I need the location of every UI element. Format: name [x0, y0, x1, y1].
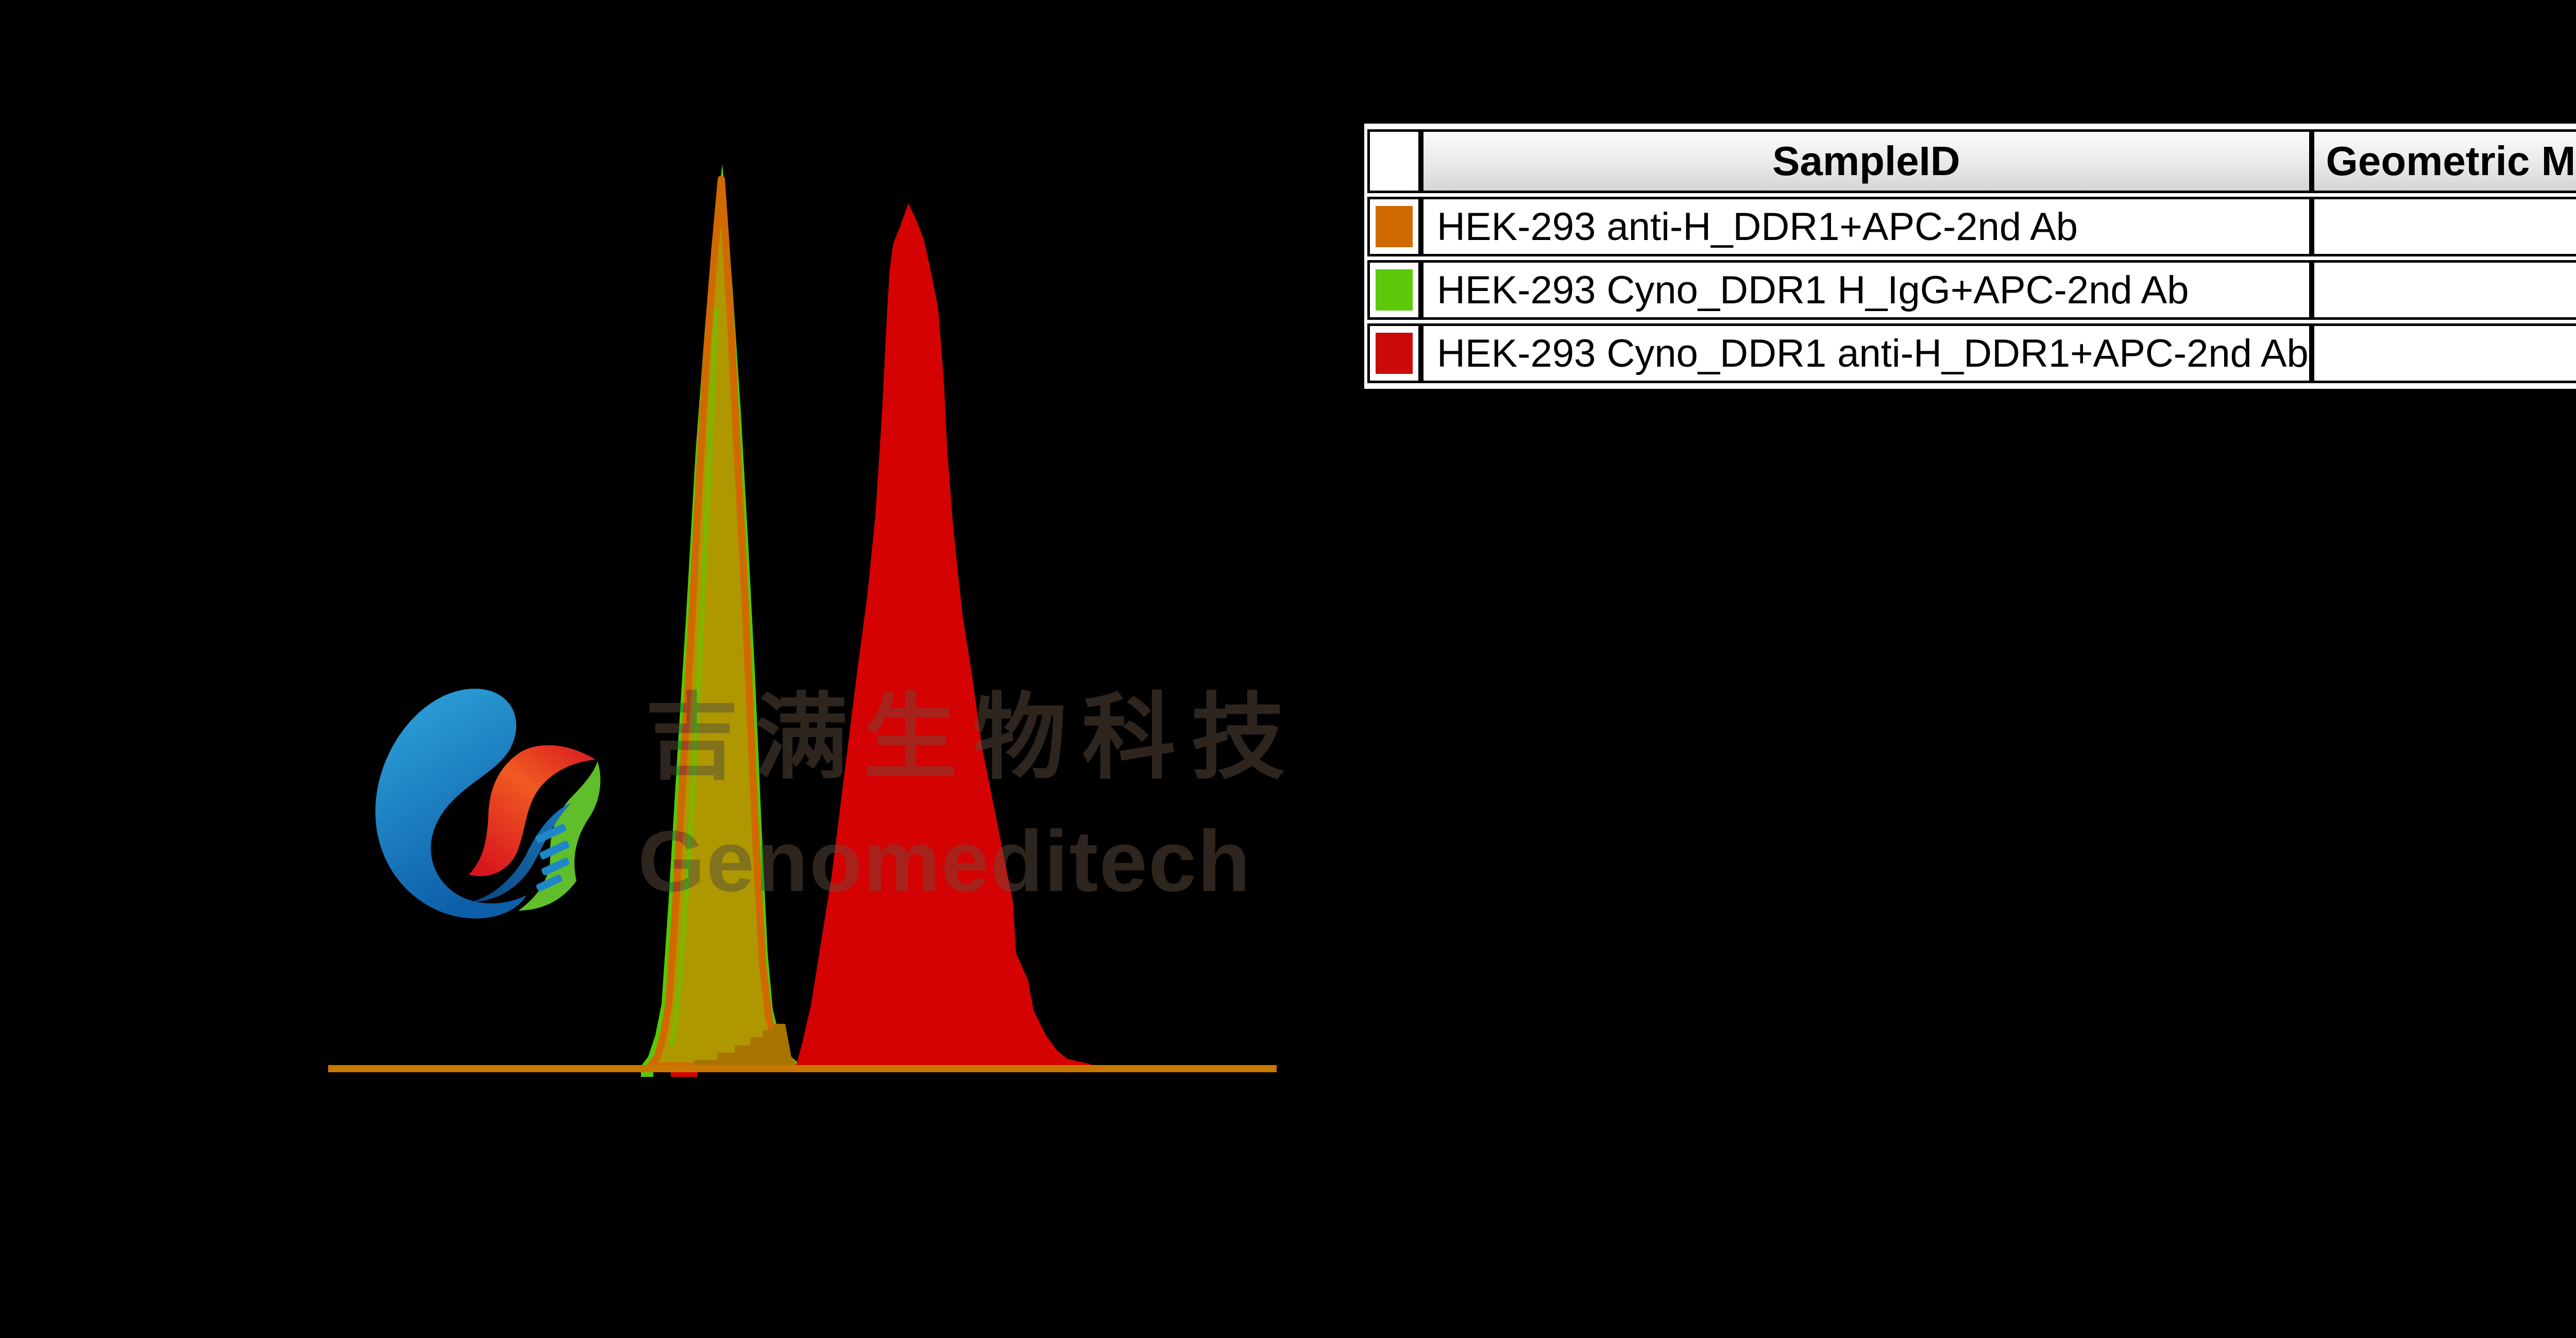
red-series-swatch [1376, 333, 1413, 374]
sample-id-cell: HEK-293 anti-H_DDR1+APC-2nd Ab [1421, 197, 2312, 256]
x-axis-line [328, 1065, 1277, 1072]
header-sample-id: SampleID [1421, 129, 2312, 193]
geometric-mean-cell: 873 [2311, 197, 2576, 256]
table-row: HEK-293 anti-H_DDR1+APC-2nd Ab 873 [1367, 197, 2576, 256]
swatch-cell [1367, 323, 1421, 383]
header-swatch-cell [1367, 129, 1421, 193]
orange-series-swatch [1376, 206, 1413, 247]
swatch-cell [1367, 260, 1421, 320]
red-foot-sliver [671, 1072, 698, 1077]
green-foot-sliver [641, 1072, 653, 1077]
table-header-row: SampleID Geometric Mean : FL11-H [1367, 129, 2576, 193]
statistics-table: SampleID Geometric Mean : FL11-H HEK-293… [1367, 126, 2576, 387]
red-tail-through-olive-steps [672, 1024, 798, 1066]
sample-id-cell: HEK-293 Cyno_DDR1 H_IgG+APC-2nd Ab [1421, 260, 2312, 320]
green-inner-edge [670, 308, 719, 1046]
orange-histogram [647, 176, 797, 1070]
statistics-table-wrap: SampleID Geometric Mean : FL11-H HEK-293… [1364, 124, 2576, 389]
geometric-mean-cell: 912 [2311, 260, 2576, 320]
geometric-mean-cell: 22504 [2311, 323, 2576, 383]
swatch-cell [1367, 197, 1421, 256]
table-row: HEK-293 Cyno_DDR1 H_IgG+APC-2nd Ab 912 [1367, 260, 2576, 320]
red-histogram [796, 203, 1092, 1066]
green-series-swatch [1376, 269, 1413, 311]
sample-id-cell: HEK-293 Cyno_DDR1 anti-H_DDR1+APC-2nd Ab [1421, 323, 2312, 383]
table-row: HEK-293 Cyno_DDR1 anti-H_DDR1+APC-2nd Ab… [1367, 323, 2576, 383]
header-geometric-mean: Geometric Mean : FL11-H [2311, 129, 2576, 193]
